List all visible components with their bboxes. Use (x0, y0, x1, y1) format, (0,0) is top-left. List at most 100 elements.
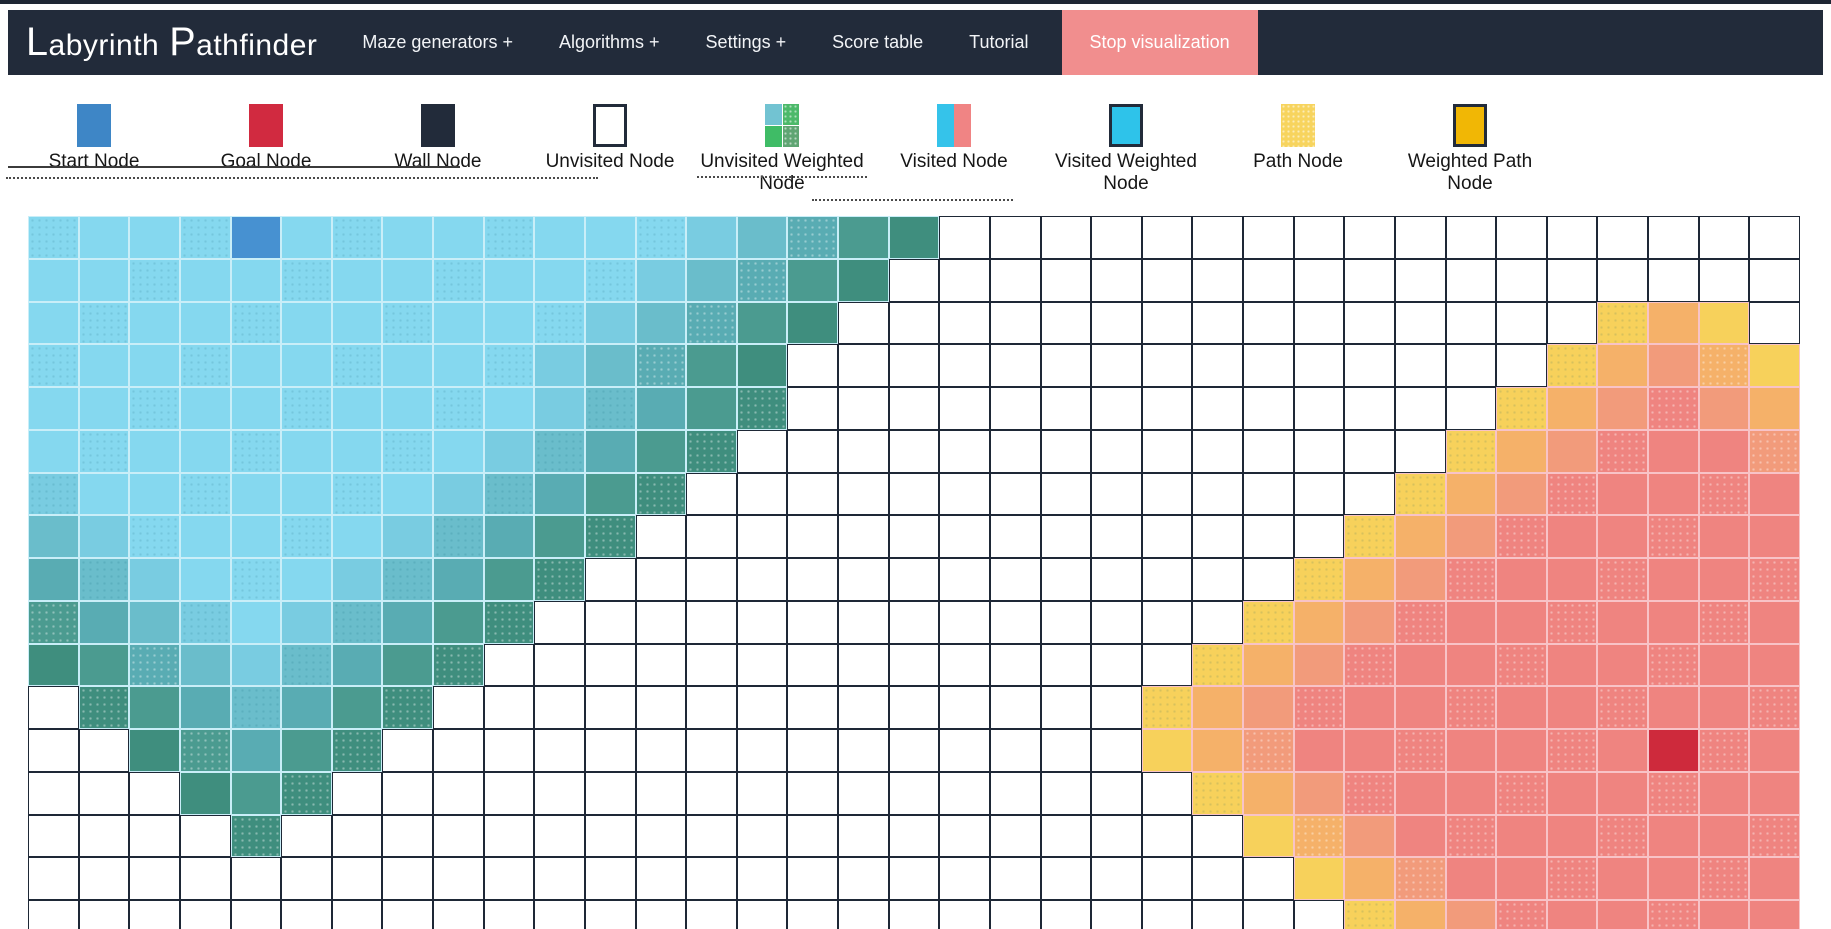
grid-cell[interactable] (838, 729, 889, 772)
grid-cell[interactable] (1141, 216, 1193, 259)
grid-cell[interactable] (1597, 429, 1648, 473)
grid-cell[interactable] (534, 600, 585, 644)
grid-cell[interactable] (230, 643, 282, 687)
grid-cell[interactable] (1091, 387, 1142, 430)
grid-cell[interactable] (534, 729, 585, 772)
grid-cell[interactable] (382, 515, 433, 558)
grid-cell[interactable] (1040, 600, 1092, 644)
grid-cell[interactable] (838, 600, 889, 644)
grid-cell[interactable] (1344, 472, 1395, 516)
grid-cell[interactable] (1192, 515, 1243, 558)
grid-cell[interactable] (1040, 771, 1092, 815)
grid-cell[interactable] (1394, 729, 1446, 772)
grid-cell[interactable] (635, 558, 687, 601)
grid-cell[interactable] (1496, 258, 1547, 302)
grid-cell[interactable] (736, 472, 788, 516)
grid-cell[interactable] (1344, 729, 1395, 772)
grid-cell[interactable] (838, 558, 889, 601)
nav-item-settings[interactable]: Settings + (705, 32, 787, 52)
grid-cell[interactable] (1445, 814, 1497, 858)
grid-cell[interactable] (1344, 258, 1395, 302)
grid-cell[interactable] (1394, 857, 1446, 900)
grid-cell[interactable] (635, 643, 687, 687)
grid-cell[interactable] (1749, 771, 1800, 815)
grid-cell[interactable] (129, 472, 180, 516)
grid-cell[interactable] (1040, 814, 1092, 858)
grid-cell[interactable] (989, 387, 1041, 430)
grid-cell[interactable] (989, 558, 1041, 601)
nav-item-score-table[interactable]: Score table (832, 32, 924, 52)
grid-cell[interactable] (1243, 558, 1294, 601)
grid-cell[interactable] (989, 686, 1041, 729)
grid-cell[interactable] (838, 472, 889, 516)
grid-cell[interactable] (382, 472, 433, 516)
grid-cell[interactable] (433, 857, 484, 900)
grid-cell[interactable] (1141, 600, 1193, 644)
grid-cell[interactable] (939, 344, 990, 387)
grid-cell[interactable] (1749, 515, 1800, 558)
grid-cell[interactable] (686, 472, 737, 516)
grid-cell[interactable] (281, 515, 332, 558)
grid-cell[interactable] (939, 216, 990, 259)
grid-cell[interactable] (129, 643, 180, 687)
grid-cell[interactable] (736, 216, 788, 259)
grid-cell[interactable] (1546, 857, 1598, 900)
grid-cell[interactable] (1749, 472, 1800, 516)
grid-cell[interactable] (1648, 387, 1699, 430)
grid-cell[interactable] (838, 429, 889, 473)
grid-cell[interactable] (1394, 344, 1446, 387)
grid-cell[interactable] (28, 686, 79, 729)
grid-cell[interactable] (483, 216, 535, 259)
grid-cell[interactable] (989, 258, 1041, 302)
grid-cell[interactable] (1141, 472, 1193, 516)
grid-cell[interactable] (939, 643, 990, 687)
grid-cell[interactable] (78, 301, 130, 345)
grid-cell[interactable] (433, 686, 484, 729)
grid-cell[interactable] (787, 558, 838, 601)
grid-cell[interactable] (787, 515, 838, 558)
grid-cell[interactable] (888, 301, 940, 345)
grid-cell[interactable] (483, 429, 535, 473)
grid-cell[interactable] (281, 643, 332, 687)
grid-cell[interactable] (1698, 258, 1750, 302)
grid-cell[interactable] (736, 600, 788, 644)
grid-cell[interactable] (433, 472, 484, 516)
grid-cell[interactable] (129, 558, 180, 601)
grid-cell[interactable] (1698, 558, 1750, 601)
grid-cell[interactable] (736, 429, 788, 473)
grid-cell[interactable] (1243, 515, 1294, 558)
grid-cell[interactable] (534, 515, 585, 558)
grid-cell[interactable] (1141, 301, 1193, 345)
grid-cell[interactable] (1040, 216, 1092, 259)
grid-cell[interactable] (584, 686, 636, 729)
grid-cell[interactable] (1344, 515, 1395, 558)
grid-cell[interactable] (584, 729, 636, 772)
grid-cell[interactable] (1445, 900, 1497, 929)
grid-cell[interactable] (1597, 258, 1648, 302)
grid-cell[interactable] (686, 857, 737, 900)
goal-node-cell[interactable] (1648, 729, 1699, 772)
grid-cell[interactable] (78, 216, 130, 259)
grid-cell[interactable] (1192, 686, 1243, 729)
grid-cell[interactable] (281, 344, 332, 387)
grid-cell[interactable] (888, 686, 940, 729)
grid-cell[interactable] (1597, 814, 1648, 858)
grid-cell[interactable] (230, 387, 282, 430)
grid-cell[interactable] (1243, 643, 1294, 687)
grid-cell[interactable] (78, 771, 130, 815)
grid-cell[interactable] (28, 429, 79, 473)
grid-cell[interactable] (1091, 344, 1142, 387)
grid-cell[interactable] (129, 216, 180, 259)
grid-cell[interactable] (1445, 387, 1497, 430)
grid-cell[interactable] (888, 771, 940, 815)
grid-cell[interactable] (230, 258, 282, 302)
grid-cell[interactable] (736, 814, 788, 858)
grid-cell[interactable] (1698, 301, 1750, 345)
grid-cell[interactable] (78, 472, 130, 516)
grid-cell[interactable] (281, 258, 332, 302)
grid-cell[interactable] (230, 558, 282, 601)
grid-cell[interactable] (1293, 216, 1345, 259)
grid-cell[interactable] (635, 900, 687, 929)
grid-cell[interactable] (1040, 344, 1092, 387)
grid-cell[interactable] (939, 429, 990, 473)
